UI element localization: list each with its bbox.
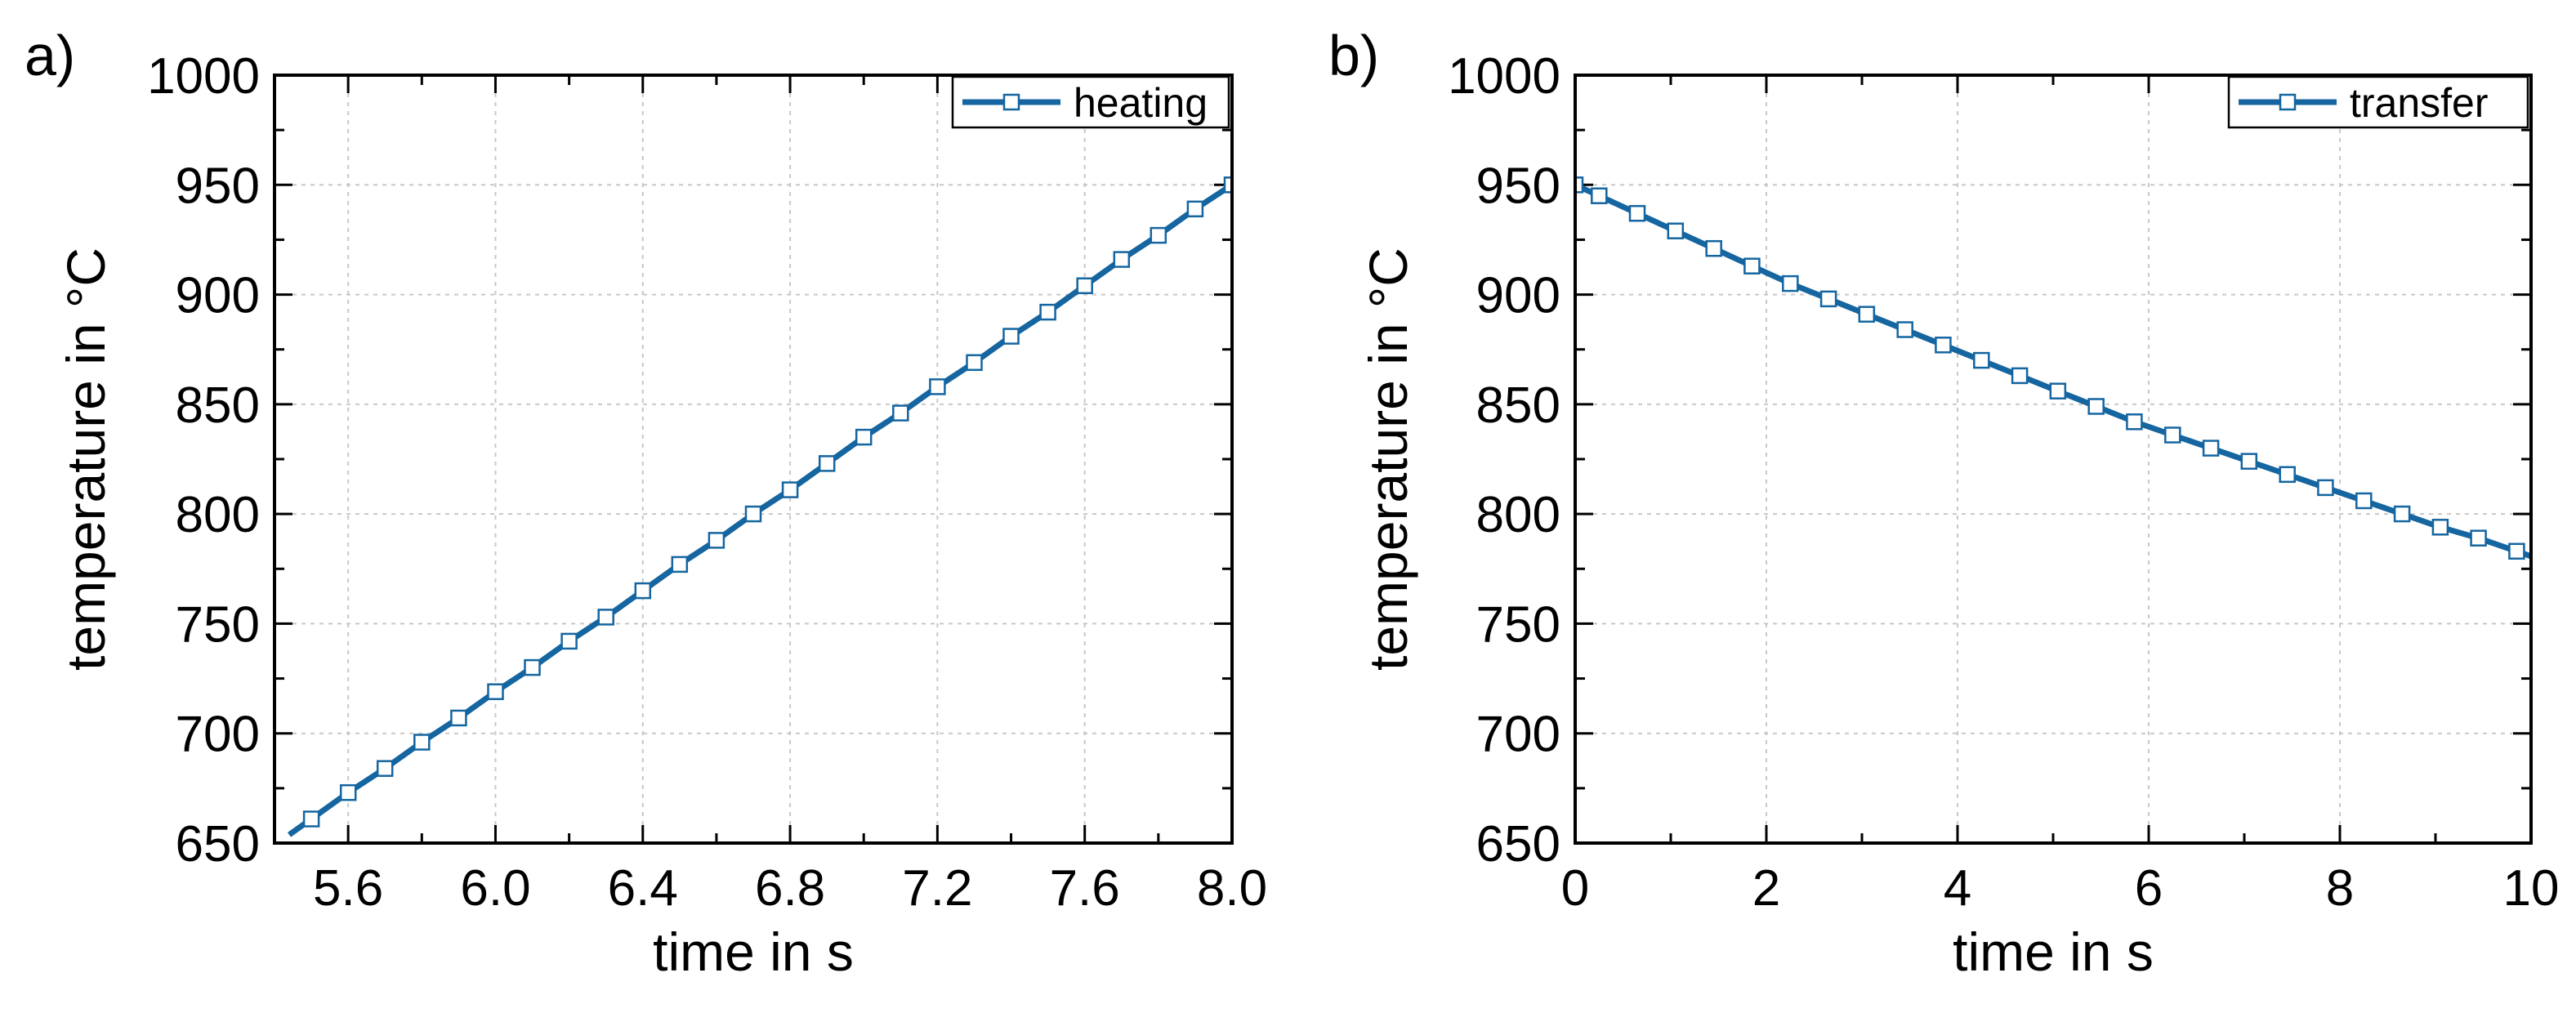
legend-marker-swatch: [1002, 93, 1020, 111]
data-point: [708, 532, 725, 549]
y-tick-label: 700: [176, 707, 260, 763]
plot-frame: [1574, 74, 2533, 845]
data-point: [450, 709, 467, 727]
data-point: [634, 582, 652, 600]
y-tick-label: 650: [1476, 816, 1560, 872]
y-tick-label: 950: [1476, 158, 1560, 214]
data-point: [929, 378, 946, 395]
y-tick-label: 750: [1476, 596, 1560, 653]
x-tick-label: 6.8: [755, 860, 825, 917]
legend-label: transfer: [2350, 80, 2489, 126]
data-point: [2317, 479, 2334, 497]
y-tick-label: 900: [1476, 268, 1560, 324]
data-point: [2431, 519, 2449, 536]
data-point: [2470, 529, 2487, 547]
chart-panel-a: heating 5.6 6.0 6.4 6.8 7.2 7.6 8.0 650 700 750 800…: [25, 24, 1267, 982]
x-tick-label: 7.6: [1050, 860, 1120, 917]
legend-marker-swatch: [2279, 93, 2297, 111]
data-point: [1076, 277, 1093, 295]
data-point: [2508, 542, 2525, 560]
data-point: [560, 632, 578, 650]
legend-label: heating: [1074, 80, 1208, 126]
x-tick-label: 0: [1561, 860, 1589, 917]
y-tick-label: 950: [176, 158, 260, 214]
plot-frame: [273, 74, 1234, 845]
data-point: [2279, 466, 2296, 484]
data-point: [855, 428, 873, 446]
data-point: [2087, 398, 2105, 415]
data-point: [1628, 204, 1646, 222]
y-tick-label: 900: [176, 268, 260, 324]
data-point: [2202, 440, 2220, 457]
data-point: [2240, 453, 2258, 470]
data-point: [1743, 257, 1761, 274]
data-point: [2355, 492, 2373, 510]
x-tick-label: 5.6: [313, 860, 383, 917]
x-tick-label: 6.0: [460, 860, 530, 917]
data-point: [1935, 337, 1952, 354]
data-point: [781, 481, 799, 498]
data-point: [1150, 226, 1167, 244]
data-point: [1858, 306, 1876, 323]
series-group: [287, 176, 1232, 837]
data-point: [1591, 187, 1608, 204]
x-tick-label: 2: [1752, 860, 1780, 917]
x-tick-label: 4: [1944, 860, 1971, 917]
series-line-heating: [287, 181, 1232, 837]
series-group: [1575, 176, 2531, 560]
x-tick-label: 6.4: [608, 860, 678, 917]
data-point: [1973, 351, 1990, 369]
data-point: [671, 556, 689, 573]
data-point: [1896, 321, 1913, 338]
data-point: [2049, 382, 2067, 399]
data-point: [966, 354, 983, 372]
data-point: [2011, 367, 2029, 385]
data-point: [1575, 176, 1584, 194]
data-point: [1002, 328, 1020, 345]
x-tick-label: 7.2: [902, 860, 972, 917]
data-point: [1819, 290, 1837, 308]
data-point: [1223, 176, 1232, 194]
data-point: [2164, 426, 2181, 444]
data-point: [524, 658, 541, 676]
y-tick-label: 650: [176, 816, 260, 872]
data-point: [892, 404, 909, 422]
y-axis-title: temperature in °C: [56, 248, 116, 671]
data-point: [1705, 239, 1722, 257]
data-point: [818, 455, 836, 472]
data-point: [1667, 222, 1685, 239]
x-tick-label: 10: [2503, 860, 2560, 917]
x-tick-label: 6: [2135, 860, 2163, 917]
data-point: [487, 683, 504, 700]
data-point: [1782, 274, 1799, 292]
data-point: [413, 734, 431, 751]
data-point: [1113, 251, 1131, 268]
y-tick-label: 1000: [1448, 48, 1560, 105]
x-tick-label: 8.0: [1197, 860, 1267, 917]
y-tick-label: 850: [176, 377, 260, 434]
x-axis-title: time in s: [1953, 922, 2154, 982]
y-tick-label: 800: [176, 487, 260, 543]
y-tick-label: 850: [1476, 377, 1560, 434]
data-point: [2126, 413, 2143, 431]
panel-label: a): [25, 24, 75, 87]
data-point: [1186, 200, 1204, 218]
y-tick-label: 1000: [147, 48, 260, 105]
data-point: [1039, 303, 1056, 321]
data-point: [2393, 505, 2411, 523]
y-axis-title: temperature in °C: [1358, 248, 1418, 671]
data-point: [597, 609, 614, 626]
data-point: [302, 810, 320, 828]
data-point: [339, 783, 357, 801]
x-axis-title: time in s: [653, 922, 854, 982]
y-tick-label: 700: [1476, 707, 1560, 763]
y-tick-label: 800: [1476, 487, 1560, 543]
panel-label: b): [1328, 24, 1379, 87]
chart-panel-b: transfer 0 2 4 6 8 10 650 700 750 800 850 900 950 1000…: [1328, 24, 2559, 982]
data-point: [744, 505, 762, 523]
x-tick-label: 8: [2326, 860, 2354, 917]
y-tick-label: 750: [176, 596, 260, 653]
data-point: [376, 760, 394, 777]
